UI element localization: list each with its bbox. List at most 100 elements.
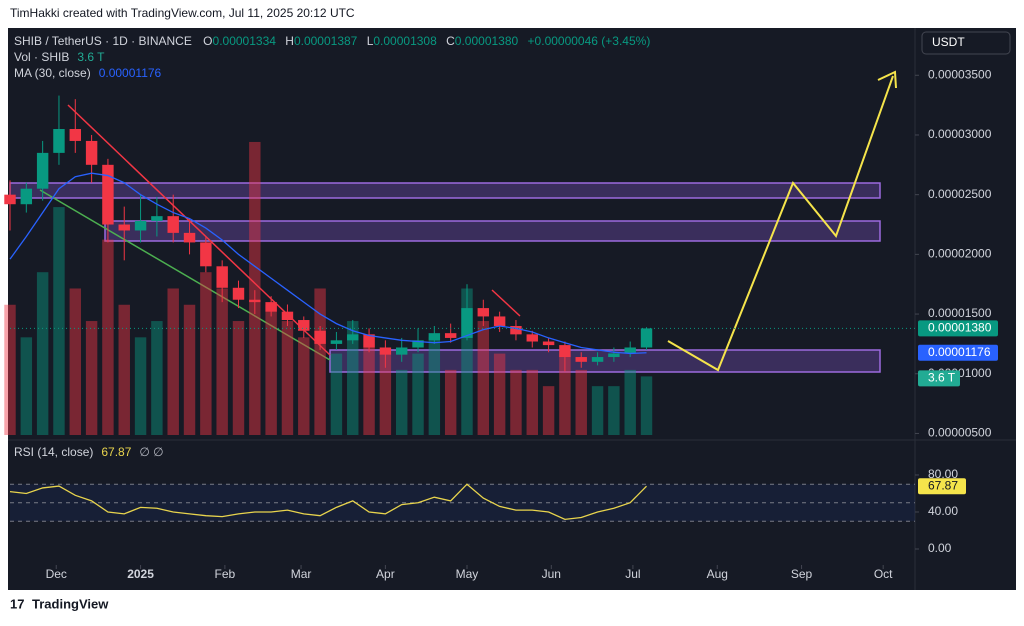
x-tick-label: Mar: [291, 567, 312, 581]
candle-body: [298, 320, 310, 331]
zone: [329, 349, 881, 373]
candle-body: [575, 357, 587, 362]
volume-bar: [347, 321, 359, 435]
candle-body: [151, 216, 163, 221]
rsi-value: 67.87: [101, 445, 131, 459]
high-label: H: [285, 34, 294, 48]
volume-bar: [36, 272, 49, 435]
volume-bar: [167, 288, 179, 435]
volume-bar: [298, 337, 310, 435]
candle-body: [281, 311, 294, 321]
volume-bar: [69, 288, 81, 435]
x-tick-label: May: [456, 567, 479, 581]
candle-body: [591, 357, 604, 362]
ma-label: 0.00001176: [928, 345, 991, 359]
volume-value: 3.6 T: [77, 50, 105, 64]
candle-body: [249, 299, 261, 303]
candle-body: [200, 242, 212, 267]
ma-value: 0.00001176: [99, 66, 162, 80]
footer-logo: 17: [10, 596, 24, 611]
candle-body: [542, 341, 555, 346]
volume-bar: [102, 239, 114, 435]
candle-body: [379, 347, 392, 355]
close-label: C: [446, 34, 455, 48]
volume-bar: [608, 386, 620, 435]
x-tick-label: Aug: [707, 567, 728, 581]
candle-body: [461, 308, 473, 338]
candle-body: [526, 334, 538, 342]
candle-body: [559, 345, 571, 358]
projection-path: [667, 75, 894, 372]
candle-body: [118, 224, 130, 231]
candle-body: [69, 129, 81, 141]
volume-bar: [510, 369, 522, 435]
close: 0.00001380: [455, 34, 519, 48]
volume-bar: [624, 369, 636, 435]
x-tick-label: Oct: [874, 567, 893, 581]
volume-bar: [20, 337, 33, 435]
volume-bar: [477, 321, 490, 435]
drawings: [9, 70, 897, 373]
rsi-name: RSI (14, close): [14, 445, 93, 459]
volume-bar: [493, 353, 506, 435]
volume-label: 3.6 T: [928, 371, 956, 385]
legend-line: SHIB / TetherUS · 1D · BINANCE O0.000013…: [14, 34, 650, 48]
rsi-extra: ∅ ∅: [139, 445, 163, 459]
candle-body: [510, 325, 522, 335]
volume-bar: [526, 369, 538, 435]
trendline: [491, 289, 521, 317]
volume-bar: [640, 376, 653, 435]
low: 0.00001308: [373, 34, 437, 48]
legend: SHIB / TetherUS · 1D · BINANCE O0.000013…: [14, 34, 650, 459]
y-tick-label: 0.00003500: [928, 67, 992, 81]
volume-bar: [559, 353, 571, 435]
volume-bar: [53, 207, 65, 435]
volume-bar: [183, 304, 196, 435]
x-tick-label: Feb: [215, 567, 236, 581]
ma-legend: MA (30, close) 0.00001176: [14, 66, 162, 80]
x-tick-label: Jul: [625, 567, 640, 581]
high: 0.00001387: [294, 34, 358, 48]
volume-bar: [216, 288, 228, 435]
volume-bar: [200, 272, 212, 435]
volume-bar: [249, 141, 261, 435]
open: 0.00001334: [213, 34, 277, 48]
volume-bar: [232, 321, 245, 435]
candle-body: [85, 140, 98, 165]
volume-bar: [444, 369, 457, 435]
currency[interactable]: USDT: [932, 35, 965, 49]
rsi-line: [9, 483, 647, 521]
ma-tag: [918, 344, 998, 361]
candle-body: [428, 333, 441, 341]
candle-body: [444, 333, 457, 338]
volume-bar: [395, 369, 408, 435]
candle-body: [4, 194, 16, 205]
volume-bar: [379, 353, 392, 435]
y-tick-label: 0.00002000: [928, 247, 992, 261]
volume-bar: [314, 288, 326, 435]
candle-body: [134, 220, 147, 231]
candle-body: [640, 328, 653, 348]
volume-bar: [591, 386, 604, 435]
rsi-tick-label: 0.00: [928, 541, 952, 555]
currency-button[interactable]: [921, 31, 1011, 55]
candle-body: [53, 129, 65, 153]
candle-body: [363, 334, 375, 348]
open-label: O: [203, 34, 212, 48]
projection-arrow: [877, 70, 897, 89]
volume-bar: [412, 353, 424, 435]
rsi-tick-label: 80.00: [928, 467, 958, 481]
candle-body: [347, 334, 359, 341]
zone: [104, 220, 881, 242]
volume-bar: [118, 304, 130, 435]
candle-body: [395, 347, 408, 355]
volume-bar: [265, 304, 277, 435]
candle-body: [330, 340, 343, 344]
y-tick-label: 0.00001500: [928, 306, 992, 320]
footer: TradingView: [32, 596, 109, 611]
volume-bar: [575, 369, 587, 435]
y-tick-label: 0.00003000: [928, 127, 992, 141]
rsi-label: 67.87: [928, 478, 958, 492]
y-tick-label: 0.00002500: [928, 187, 992, 201]
